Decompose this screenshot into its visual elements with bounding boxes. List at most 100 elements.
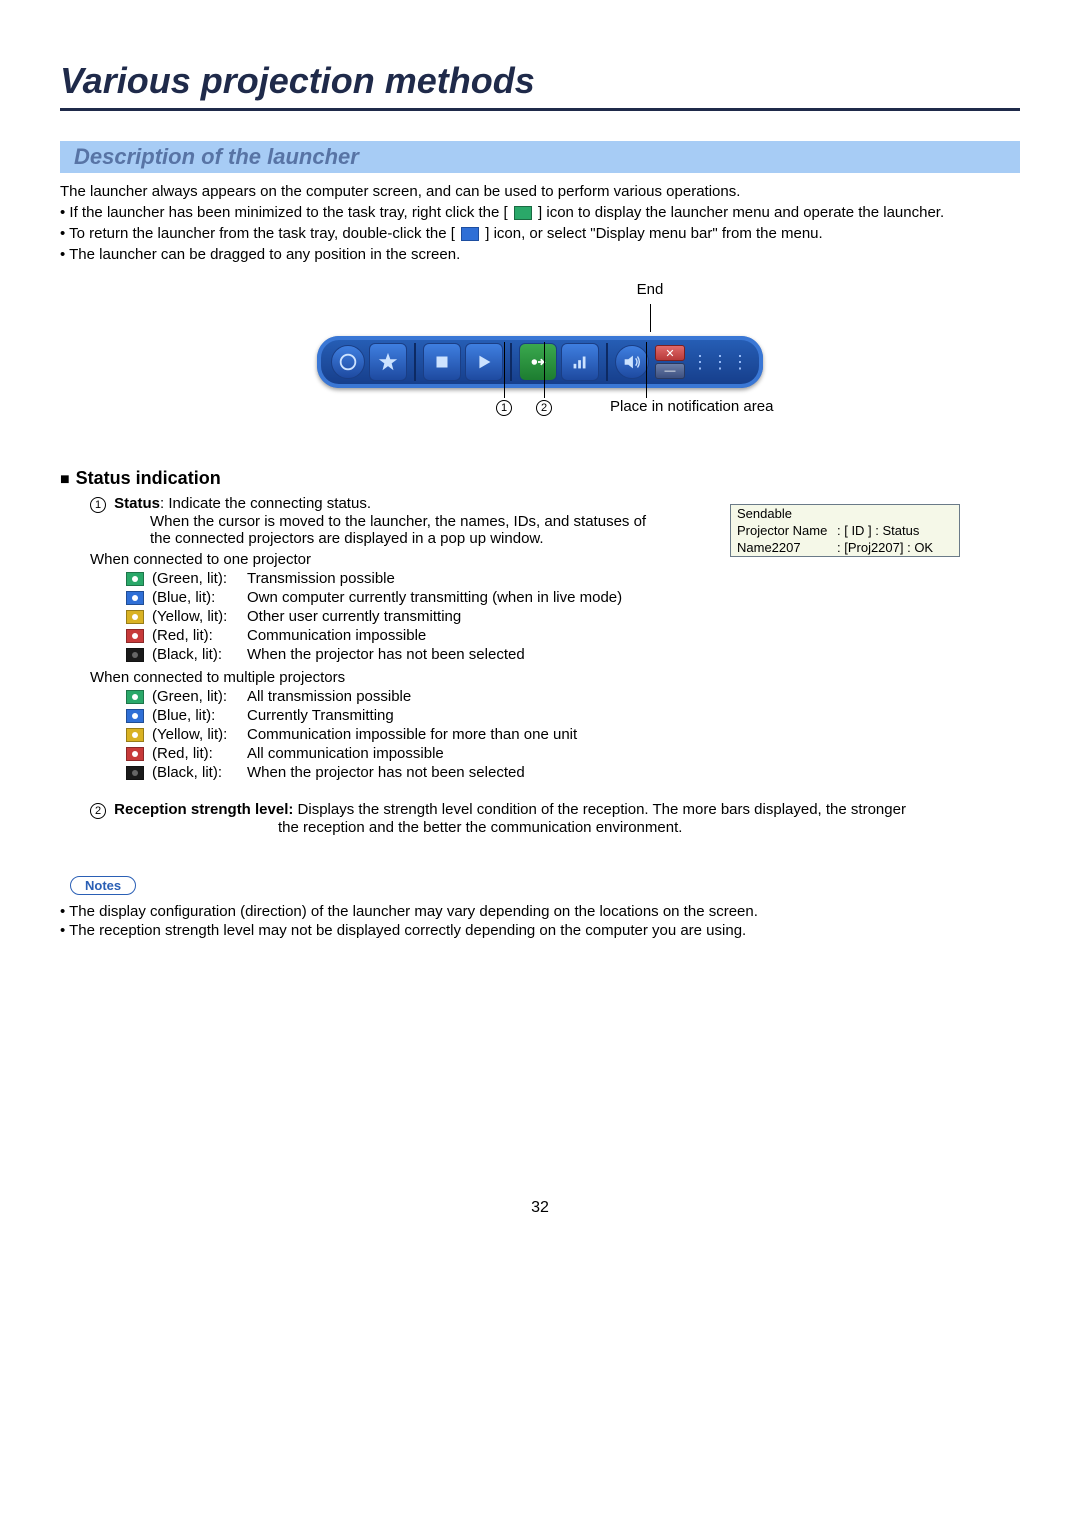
status-rows-multi: (Green, lit):All transmission possible (B… [126, 688, 1020, 781]
status-color-label: (Blue, lit): [152, 707, 247, 724]
status-dot-blue [126, 709, 144, 723]
notes-pill: Notes [70, 876, 136, 895]
intro-bullet-1: • If the launcher has been minimized to … [60, 204, 1020, 221]
note-item: • The reception strength level may not b… [60, 922, 1020, 939]
reception-block: 2 Reception strength level: Displays the… [60, 801, 1020, 836]
launcher-figure: End ✕ — ⋮⋮⋮ 1 [60, 281, 1020, 418]
status-row: (Blue, lit):Own computer currently trans… [126, 589, 1020, 606]
popup-row: Projector Name [737, 523, 837, 538]
text: Status indication [76, 468, 221, 488]
callout-line [504, 342, 505, 398]
callout-line [544, 342, 545, 398]
status-dot-red [126, 747, 144, 761]
tray-icon-green [514, 206, 532, 220]
text: ] icon to display the launcher menu and … [538, 204, 944, 221]
status-desc: Communication impossible [247, 627, 426, 644]
note-item: • The display configuration (direction) … [60, 903, 1020, 920]
notes-list: • The display configuration (direction) … [60, 903, 1020, 939]
popup-row: Sendable [737, 506, 837, 521]
launcher-btn-play[interactable] [465, 343, 503, 381]
text: ] icon, or select "Display menu bar" fro… [485, 225, 822, 242]
intro-line: The launcher always appears on the compu… [60, 183, 1020, 200]
popup-row: Name2207 [737, 540, 837, 555]
status-row: (Blue, lit):Currently Transmitting [126, 707, 1020, 724]
page-title: Various projection methods [60, 60, 1020, 111]
popup-row: : [Proj2207] : OK [837, 540, 933, 555]
status-desc: Currently Transmitting [247, 707, 394, 724]
status-color-label: (Green, lit): [152, 688, 247, 705]
popup-row: : [ ID ] : Status [837, 523, 919, 538]
status-color-label: (Black, lit): [152, 764, 247, 781]
reception-cont: the reception and the better the communi… [278, 819, 1020, 836]
status-dot-yellow [126, 728, 144, 742]
status-desc: Transmission possible [247, 570, 395, 587]
minimize-button[interactable]: — [655, 363, 685, 379]
status-desc: Own computer currently transmitting (whe… [247, 589, 622, 606]
launcher-right-stack: ✕ — [655, 345, 685, 379]
status-color-label: (Red, lit): [152, 627, 247, 644]
status-desc: When the projector has not been selected [247, 646, 525, 663]
status-dot-black [126, 766, 144, 780]
status-rows-single: (Green, lit):Transmission possible(Blue,… [126, 570, 1020, 663]
drag-grip-icon[interactable]: ⋮⋮⋮ [691, 352, 751, 373]
divider [510, 343, 512, 381]
callout-line [650, 304, 651, 332]
status-color-label: (Black, lit): [152, 646, 247, 663]
status-color-label: (Green, lit): [152, 570, 247, 587]
status-row: (Black, lit):When the projector has not … [126, 764, 1020, 781]
status-color-label: (Yellow, lit): [152, 608, 247, 625]
text: : Indicate the connecting status. [160, 495, 371, 512]
status-row: (Black, lit):When the projector has not … [126, 646, 1020, 663]
launcher-btn-star[interactable] [369, 343, 407, 381]
callout-num-1: 1 [496, 400, 512, 416]
close-button[interactable]: ✕ [655, 345, 685, 361]
status-subdesc: When the cursor is moved to the launcher… [150, 513, 670, 547]
status-desc: Communication impossible for more than o… [247, 726, 577, 743]
status-color-label: (Red, lit): [152, 745, 247, 762]
text: Displays the strength level condition of… [293, 801, 906, 818]
status-dot-green [126, 690, 144, 704]
status-dot-yellow [126, 610, 144, 624]
divider [414, 343, 416, 381]
callout-num: 1 [90, 497, 106, 513]
text: • If the launcher has been minimized to … [60, 204, 508, 221]
launcher-btn-sound[interactable] [615, 345, 649, 379]
status-dot-blue [126, 591, 144, 605]
intro-bullet-2: • To return the launcher from the task t… [60, 225, 1020, 242]
status-dot-black [126, 648, 144, 662]
status-dot-red [126, 629, 144, 643]
status-color-label: (Yellow, lit): [152, 726, 247, 743]
status-row: (Green, lit):Transmission possible [126, 570, 1020, 587]
status-row: (Red, lit):Communication impossible [126, 627, 1020, 644]
text: • To return the launcher from the task t… [60, 225, 455, 242]
section-header: Description of the launcher [60, 141, 1020, 173]
status-heading: ■ Status indication [60, 468, 1020, 489]
page-number: 32 [60, 1199, 1020, 1217]
status-row: (Red, lit):All communication impossible [126, 745, 1020, 762]
status-desc: All communication impossible [247, 745, 444, 762]
status-popup: Sendable Projector Name: [ ID ] : Status… [730, 504, 960, 557]
intro-bullet-3: • The launcher can be dragged to any pos… [60, 246, 1020, 263]
multi-proj-label: When connected to multiple projectors [90, 669, 1020, 686]
status-desc: Other user currently transmitting [247, 608, 461, 625]
callout-text-place: Place in notification area [610, 398, 773, 415]
status-color-label: (Blue, lit): [152, 589, 247, 606]
launcher-btn-power[interactable] [331, 345, 365, 379]
end-label: End [637, 281, 664, 298]
tray-icon-blue [461, 227, 479, 241]
callout-num: 2 [90, 803, 106, 819]
status-row: (Green, lit):All transmission possible [126, 688, 1020, 705]
status-row: (Yellow, lit):Other user currently trans… [126, 608, 1020, 625]
status-desc: When the projector has not been selected [247, 764, 525, 781]
launcher-btn-status[interactable] [519, 343, 557, 381]
status-dot-green [126, 572, 144, 586]
launcher-btn-stop[interactable] [423, 343, 461, 381]
square-bullet-icon: ■ [60, 471, 70, 488]
launcher-btn-signal[interactable] [561, 343, 599, 381]
status-row: (Yellow, lit):Communication impossible f… [126, 726, 1020, 743]
callout-num-2: 2 [536, 400, 552, 416]
reception-label: Reception strength level: [114, 801, 293, 818]
status-label: Status [114, 495, 160, 512]
callouts: 1 2 Place in notification area [60, 388, 1020, 418]
divider [606, 343, 608, 381]
